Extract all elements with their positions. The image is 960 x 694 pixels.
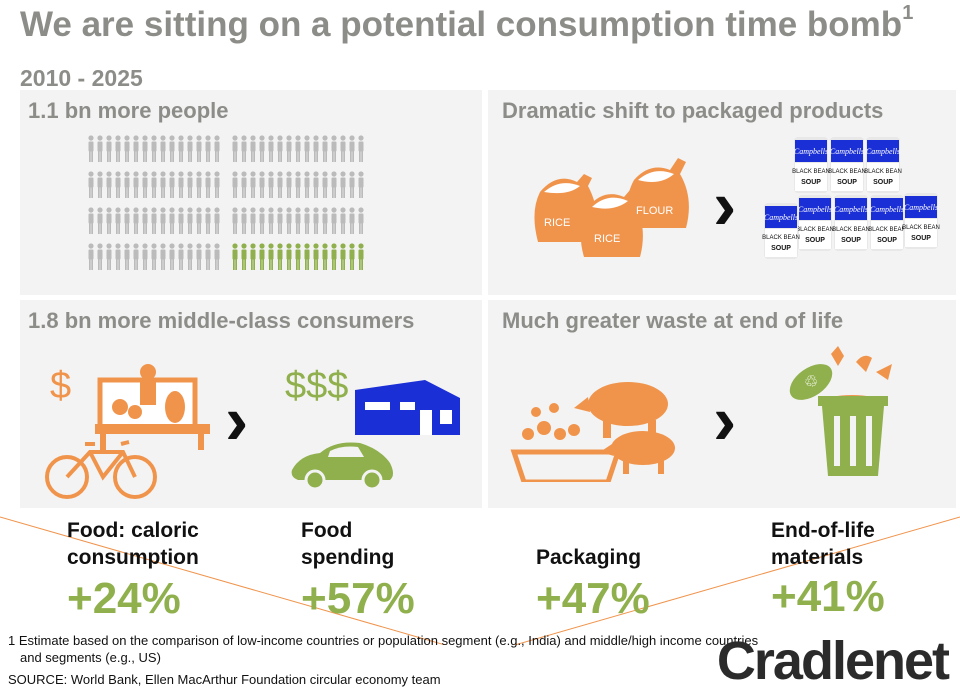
stat-label-line1	[536, 517, 756, 544]
panel-middle-class: 1.8 bn more middle-class consumers $ › $…	[20, 300, 482, 508]
stat-percent: 24%	[92, 574, 181, 623]
separator-line	[0, 516, 960, 645]
panel-packaged-products: Dramatic shift to packaged products RICE…	[488, 90, 956, 295]
stat-caloric-consumption: Food: caloric consumption +24%	[67, 517, 287, 627]
panel-waste: Much greater waste at end of life › ♲	[488, 300, 956, 508]
stat-percent: 47%	[561, 574, 650, 623]
bag-label-rice-2: RICE	[594, 233, 620, 245]
source-note: SOURCE: World Bank, Ellen MacArthur Foun…	[8, 672, 441, 687]
stat-label-line2: Packaging	[536, 546, 642, 569]
cradlenet-logo: Cradlenet	[716, 631, 950, 691]
bicycle-icon	[45, 440, 157, 499]
title-footnote-mark: 1	[902, 2, 914, 25]
stat-label-line2: consumption	[67, 546, 199, 569]
car-icon	[291, 442, 393, 490]
bag-label-rice-1: RICE	[544, 217, 570, 229]
title-years: 2010 - 2025	[20, 65, 143, 91]
footnote-line1: 1 Estimate based on the comparison of lo…	[8, 633, 759, 648]
stat-end-of-life: End-of-life materials +41%	[771, 517, 956, 627]
footnote: 1 Estimate based on the comparison of lo…	[8, 632, 828, 666]
panel-title: Dramatic shift to packaged products	[502, 98, 884, 123]
stat-label-line1: Food	[301, 519, 353, 542]
chevron-right-icon: ›	[713, 381, 737, 459]
title-main: We are sitting on a potential consumptio…	[20, 5, 903, 44]
stat-food-spending: Food spending +57%	[301, 517, 521, 627]
stat-label-line1: Food: caloric	[67, 519, 199, 542]
stat-value: +57%	[301, 574, 415, 624]
chevron-right-icon: ›	[713, 166, 737, 244]
bag-label-flour: FLOUR	[636, 205, 673, 217]
low-income-dollar: $	[50, 365, 72, 407]
stat-value: +47%	[536, 574, 650, 624]
panel-title: Much greater waste at end of life	[502, 308, 844, 333]
stat-percent: 41%	[796, 572, 885, 621]
footnote-line2: and segments (e.g., US)	[20, 650, 161, 665]
plus-icon: +	[771, 572, 797, 621]
stat-percent: 57%	[326, 574, 415, 623]
chevron-right-icon: ›	[225, 381, 249, 459]
stat-value: +24%	[67, 574, 181, 624]
stat-packaging: Packaging +47%	[536, 517, 756, 627]
market-stall-icon	[95, 364, 210, 450]
grain-bags-icon: RICE RICE FLOUR	[534, 158, 689, 257]
panel-title: 1.8 bn more middle-class consumers	[28, 308, 415, 333]
stat-value: +41%	[771, 572, 885, 622]
svg-text:♲: ♲	[804, 372, 818, 391]
high-income-dollars: $$$	[285, 365, 349, 407]
stat-label-line1: End-of-life	[771, 519, 875, 542]
stat-label-line2: spending	[301, 546, 395, 569]
page-title: We are sitting on a potential consumptio…	[20, 0, 950, 103]
people-grid-icon	[86, 135, 386, 285]
stat-label-line2: materials	[771, 546, 864, 569]
trash-bin-icon: ♲	[789, 346, 892, 476]
panel-more-people: 1.1 bn more people	[20, 90, 482, 295]
plus-icon: +	[301, 574, 327, 623]
plus-icon: +	[67, 574, 93, 623]
soup-cans-icon: Campbells BLACK BEAN SOUP	[762, 137, 940, 259]
pigs-trough-icon	[510, 382, 675, 482]
plus-icon: +	[536, 574, 562, 623]
panel-title: 1.1 bn more people	[28, 98, 229, 123]
store-icon	[355, 380, 460, 435]
